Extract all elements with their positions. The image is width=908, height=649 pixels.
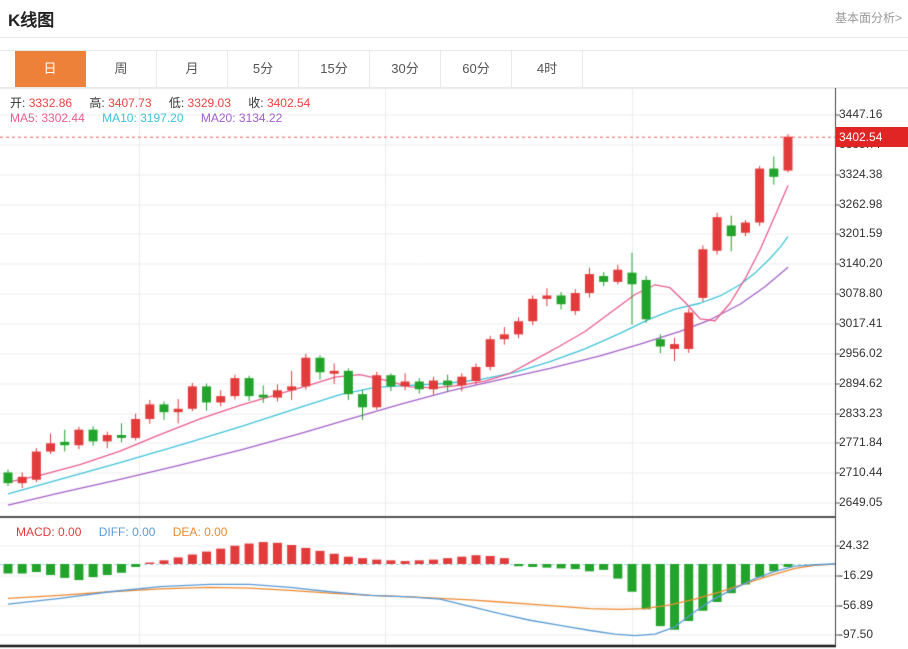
tab-day[interactable]: 日 — [15, 51, 86, 87]
kline-chart-canvas[interactable] — [0, 88, 908, 649]
y-axis-tick-label: 3201.59 — [839, 226, 883, 241]
tab-15min[interactable]: 15分 — [299, 51, 370, 87]
page-title: K线图 — [8, 11, 55, 30]
macd-axis-tick-label: -56.89 — [839, 597, 874, 612]
period-tabbar: 日 周 月 5分 15分 30分 60分 4时 — [0, 50, 908, 88]
y-axis-tick-label: 3262.98 — [839, 196, 883, 211]
y-axis-tick-label: 3447.16 — [839, 107, 883, 121]
tab-4hour[interactable]: 4时 — [512, 51, 583, 87]
y-axis-tick-label: 3017.41 — [839, 315, 883, 330]
y-axis-tick-label: 2894.62 — [839, 375, 883, 390]
y-axis-tick-label: 3078.80 — [839, 286, 883, 301]
y-axis-tick-label: 3324.38 — [839, 166, 883, 181]
y-axis-tick-label: 2833.23 — [839, 405, 883, 420]
tab-30min[interactable]: 30分 — [370, 51, 441, 87]
tab-month[interactable]: 月 — [157, 51, 228, 87]
macd-axis-tick-label: -16.29 — [839, 567, 874, 582]
chart-area: 开: 3332.86 高: 3407.73 低: 3329.03 收: 3402… — [0, 88, 908, 649]
y-axis-tick-label: 2956.02 — [839, 345, 883, 360]
y-axis-tick-label: 2649.05 — [839, 495, 883, 510]
fundamental-analysis-link[interactable]: 基本面分析> — [834, 11, 902, 25]
y-axis-tick-label: 2771.84 — [839, 435, 883, 450]
current-price-badge: 3402.54 — [836, 126, 908, 147]
y-axis-tick-label: 2710.44 — [839, 465, 883, 480]
tab-60min[interactable]: 60分 — [441, 51, 512, 87]
macd-axis-tick-label: -97.50 — [839, 627, 874, 642]
tab-5min[interactable]: 5分 — [228, 51, 299, 87]
tab-week[interactable]: 周 — [86, 51, 157, 87]
page-header: K线图 基本面分析> — [0, 0, 908, 38]
macd-axis-tick-label: 24.32 — [839, 538, 870, 553]
y-axis-tick-label: 3140.20 — [839, 256, 883, 271]
